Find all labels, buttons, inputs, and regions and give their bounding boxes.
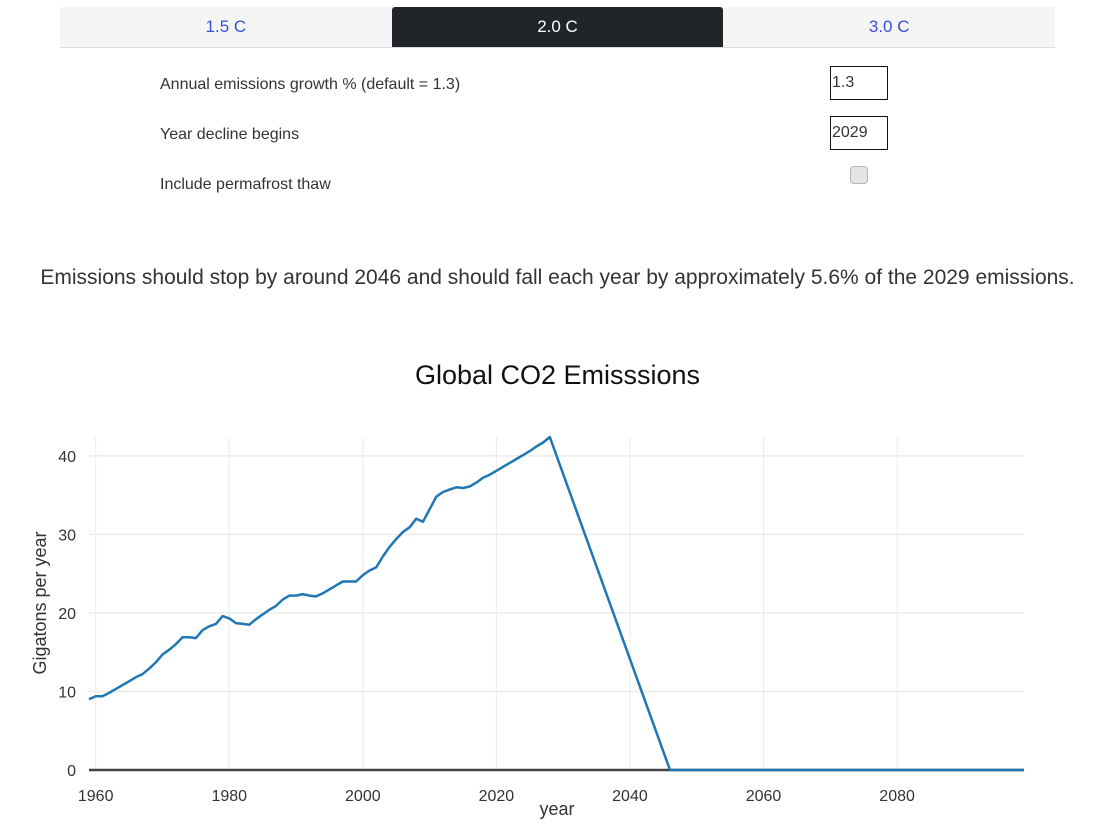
series-line [88,435,1024,772]
y-axis-label: Gigatons per year [30,531,50,674]
growth-input[interactable] [830,66,888,100]
tab-2-0c[interactable]: 2.0 C [391,7,724,47]
tick-labels: 1960 1980 2000 2020 2040 2060 2080 0 10 20 30 40 [58,449,915,805]
growth-row: Annual emissions growth % (default = 1.3… [160,66,900,112]
tab-3-0c[interactable]: 3.0 C [868,17,910,36]
permafrost-checkbox[interactable] [850,166,868,184]
x-tick-label: 2080 [879,788,915,805]
x-tick-label: 2060 [746,788,782,805]
y-tick-label: 40 [58,449,76,466]
y-tick-label: 0 [67,763,76,780]
x-tick-label: 2020 [479,788,515,805]
decline-label: Year decline begins [160,126,300,143]
permafrost-label: Include permafrost thaw [160,176,331,193]
y-tick-label: 30 [58,527,76,544]
grid [89,437,1024,770]
y-tick-label: 10 [58,684,76,701]
permafrost-row: Include permafrost thaw [160,166,900,212]
summary-text: Emissions should stop by around 2046 and… [40,266,1075,289]
x-axis-label: year [539,799,574,819]
decline-year-input[interactable] [830,116,888,150]
x-tick-label: 2040 [612,788,648,805]
x-tick-label: 1960 [78,788,114,805]
x-tick-label: 1980 [211,788,247,805]
chart-title: Global CO2 Emisssions [414,360,701,390]
decline-row: Year decline begins [160,116,900,162]
y-tick-label: 20 [58,606,76,623]
tab-1-5c[interactable]: 1.5 C [205,17,247,36]
scenario-tabs: 1.5 C 2.0 C 3.0 C [60,7,1055,48]
x-tick-label: 2000 [345,788,381,805]
growth-label: Annual emissions growth % (default = 1.3… [160,76,461,93]
